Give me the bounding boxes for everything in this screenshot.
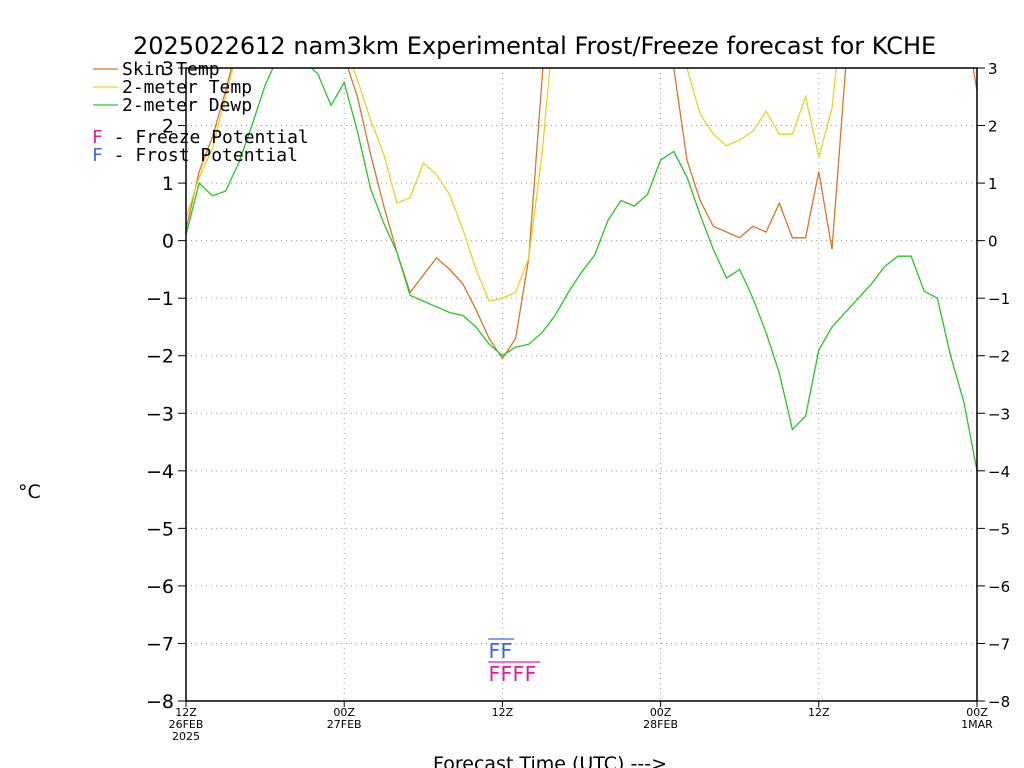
chart-title: 2025022612 nam3km Experimental Frost/Fre… (133, 32, 936, 60)
y-tick-label-right: −3 (988, 405, 1010, 423)
skin-temp-line (186, 68, 977, 360)
y-tick-label: 1 (162, 173, 174, 195)
y-tick-label-right: −5 (988, 520, 1010, 538)
legend-label: 2-meter Temp (122, 77, 252, 98)
y-tick-label: −4 (146, 461, 174, 483)
x-tick-label: 12Z (175, 706, 197, 719)
x-tick-label: 1MAR (961, 718, 993, 731)
y-tick-label: −3 (146, 403, 174, 425)
x-tick-label: 00Z (650, 706, 672, 719)
frost-potential-markers: FF (488, 639, 512, 663)
y-tick-label: 0 (162, 231, 174, 253)
series-layer (186, 68, 977, 471)
y-tick-label-right: 0 (988, 233, 998, 251)
y-tick-label: 3 (162, 58, 174, 80)
potential-legend-item: F - Frost Potential (92, 145, 298, 166)
y-tick-label-right: −1 (988, 290, 1010, 308)
y-tick-label-right: −8 (988, 693, 1010, 711)
y-tick-label: −7 (146, 633, 174, 655)
legend-label: Skin Temp (122, 59, 220, 80)
y-tick-label-right: 3 (988, 60, 998, 78)
y-tick-label: 2 (162, 116, 174, 138)
y-tick-label: −2 (146, 346, 174, 368)
y-tick-label: −8 (146, 691, 174, 713)
x-tick-label: 27FEB (327, 718, 362, 731)
potential-legend-item: F - Freeze Potential (92, 127, 309, 148)
y-tick-label-right: −6 (988, 578, 1010, 596)
x-tick-label: 26FEB (169, 718, 204, 731)
y-tick-label-right: −2 (988, 348, 1010, 366)
x-tick-label: 00Z (333, 706, 355, 719)
freeze-potential-markers: FFFF (488, 662, 536, 686)
x-axis-label: Forecast Time (UTC) ---> (433, 753, 667, 768)
x-tick-label: 28FEB (643, 718, 678, 731)
y-tick-label: −5 (146, 518, 174, 540)
2-meter-dewp-line (186, 68, 977, 471)
x-tick-label: 12Z (808, 706, 830, 719)
y-tick-label-right: 2 (988, 118, 998, 136)
x-tick-label: 12Z (492, 706, 514, 719)
y-tick-label-right: 1 (988, 175, 998, 193)
y-axis-label: °C (18, 481, 41, 503)
y-tick-labels-right: 3 2 1 0 −1 −2 −3 −4 −5 −6 −7 −8 (988, 60, 1010, 711)
x-tick-label: 2025 (172, 730, 200, 743)
plot-frame (185, 67, 978, 702)
grid-lines (186, 68, 977, 701)
axes (178, 67, 985, 707)
y-tick-label-right: −7 (988, 635, 1010, 653)
y-tick-label: −6 (146, 576, 174, 598)
x-tick-label: 00Z (966, 706, 988, 719)
y-tick-label-right: −4 (988, 463, 1010, 481)
legend-label: 2-meter Dewp (122, 95, 252, 116)
y-tick-label: −1 (146, 288, 174, 310)
y-tick-labels-left: 3 2 1 0 −1 −2 −3 −4 −5 −6 −7 −8 (146, 58, 174, 713)
